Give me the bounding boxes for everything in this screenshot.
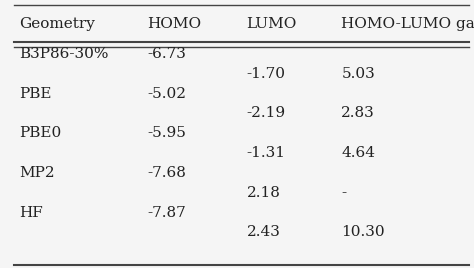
Text: -7.87: -7.87 bbox=[147, 206, 186, 220]
Text: Geometry: Geometry bbox=[19, 17, 95, 31]
Text: -2.19: -2.19 bbox=[246, 106, 286, 120]
Text: 2.18: 2.18 bbox=[246, 186, 280, 200]
Text: PBE: PBE bbox=[19, 87, 52, 101]
Text: -7.68: -7.68 bbox=[147, 166, 186, 180]
Text: 2.83: 2.83 bbox=[341, 106, 375, 120]
Text: 2.43: 2.43 bbox=[246, 225, 280, 239]
Text: -6.73: -6.73 bbox=[147, 47, 186, 61]
Text: HOMO-LUMO gap: HOMO-LUMO gap bbox=[341, 17, 474, 31]
Text: 10.30: 10.30 bbox=[341, 225, 385, 239]
Text: HOMO: HOMO bbox=[147, 17, 201, 31]
Text: B3P86-30%: B3P86-30% bbox=[19, 47, 109, 61]
Text: -: - bbox=[341, 186, 346, 200]
Text: HF: HF bbox=[19, 206, 43, 220]
Text: LUMO: LUMO bbox=[246, 17, 297, 31]
Text: 5.03: 5.03 bbox=[341, 67, 375, 81]
Text: PBE0: PBE0 bbox=[19, 126, 61, 140]
Text: -5.95: -5.95 bbox=[147, 126, 186, 140]
Text: -1.31: -1.31 bbox=[246, 146, 285, 160]
Text: MP2: MP2 bbox=[19, 166, 55, 180]
Text: -5.02: -5.02 bbox=[147, 87, 186, 101]
Text: -1.70: -1.70 bbox=[246, 67, 285, 81]
Text: 4.64: 4.64 bbox=[341, 146, 375, 160]
